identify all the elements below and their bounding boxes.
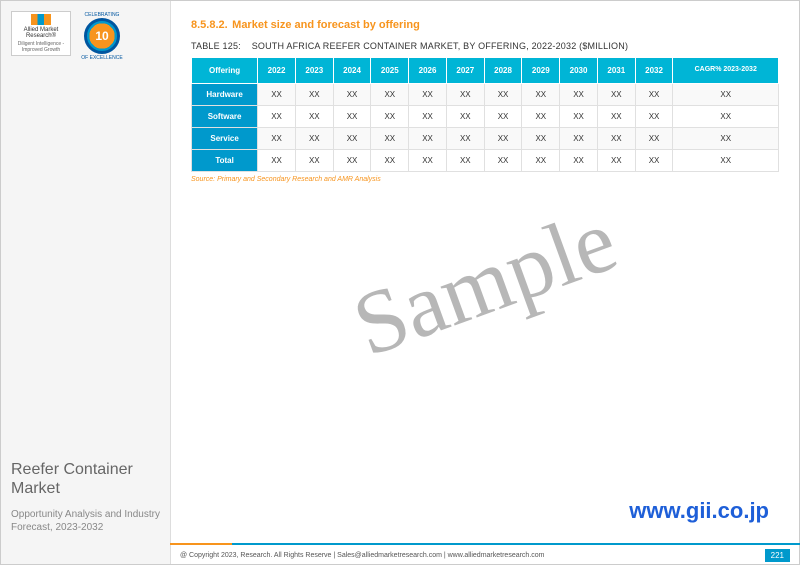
- col-2030: 2030: [560, 58, 598, 84]
- table-cell: XX: [409, 150, 447, 172]
- table-cell: XX: [333, 128, 371, 150]
- table-label: TABLE 125:: [191, 41, 241, 51]
- table-cell: XX: [295, 106, 333, 128]
- table-cell: XX: [446, 150, 484, 172]
- sidebar-meta: Reefer Container Market Opportunity Anal…: [11, 460, 160, 554]
- col-2029: 2029: [522, 58, 560, 84]
- table-header-row: Offering 2022 2023 2024 2025 2026 2027 2…: [192, 58, 779, 84]
- table-cell: XX: [560, 84, 598, 106]
- copyright-text: @ Copyright 2023, Research. All Rights R…: [180, 552, 545, 559]
- table-cell: XX: [484, 106, 522, 128]
- table-cell: XX: [673, 128, 779, 150]
- table-row: SoftwareXXXXXXXXXXXXXXXXXXXXXXXX: [192, 106, 779, 128]
- logo-bars-icon: [31, 14, 51, 25]
- table-cell: XX: [635, 84, 673, 106]
- table-cell: XX: [446, 106, 484, 128]
- table-cell: XX: [295, 128, 333, 150]
- table-cell: XX: [258, 106, 296, 128]
- table-cell: XX: [597, 84, 635, 106]
- row-label: Hardware: [192, 84, 258, 106]
- main-content: 8.5.8.2. Market size and forecast by off…: [171, 1, 799, 564]
- table-cell: XX: [371, 84, 409, 106]
- watermark: Sample: [341, 188, 630, 377]
- table-cell: XX: [446, 84, 484, 106]
- table-cell: XX: [258, 128, 296, 150]
- table-cell: XX: [409, 128, 447, 150]
- table-cell: XX: [446, 128, 484, 150]
- anniversary-badge: CELEBRATING 10 OF EXCELLENCE: [77, 11, 127, 56]
- amr-logo: Allied Market Research® Diligent Intelli…: [11, 11, 71, 56]
- col-2024: 2024: [333, 58, 371, 84]
- table-cell: XX: [635, 150, 673, 172]
- table-cell: XX: [522, 150, 560, 172]
- section-heading: 8.5.8.2. Market size and forecast by off…: [191, 15, 779, 33]
- badge-ribbon-top: CELEBRATING: [77, 12, 127, 18]
- table-cell: XX: [371, 128, 409, 150]
- table-cell: XX: [522, 84, 560, 106]
- table-cell: XX: [333, 150, 371, 172]
- row-label: Service: [192, 128, 258, 150]
- source-note: Source: Primary and Secondary Research a…: [191, 176, 779, 183]
- table-cell: XX: [409, 106, 447, 128]
- table-cell: XX: [371, 150, 409, 172]
- table-cell: XX: [597, 106, 635, 128]
- table-cell: XX: [333, 106, 371, 128]
- col-cagr: CAGR% 2023-2032: [673, 58, 779, 84]
- page-number: 221: [765, 549, 790, 562]
- table-cell: XX: [258, 84, 296, 106]
- col-2031: 2031: [597, 58, 635, 84]
- col-2023: 2023: [295, 58, 333, 84]
- row-label: Software: [192, 106, 258, 128]
- table-cell: XX: [635, 128, 673, 150]
- table-row: TotalXXXXXXXXXXXXXXXXXXXXXXXX: [192, 150, 779, 172]
- data-table: Offering 2022 2023 2024 2025 2026 2027 2…: [191, 57, 779, 172]
- watermark-url: www.gii.co.jp: [629, 498, 769, 524]
- table-cell: XX: [522, 106, 560, 128]
- row-label: Total: [192, 150, 258, 172]
- table-cell: XX: [673, 106, 779, 128]
- table-cell: XX: [673, 150, 779, 172]
- table-cell: XX: [522, 128, 560, 150]
- section-number: 8.5.8.2.: [191, 19, 228, 31]
- col-2026: 2026: [409, 58, 447, 84]
- table-caption: TABLE 125: SOUTH AFRICA REEFER CONTAINER…: [191, 41, 779, 51]
- report-subtitle: Opportunity Analysis and Industry Foreca…: [11, 508, 160, 534]
- table-cell: XX: [295, 84, 333, 106]
- col-2025: 2025: [371, 58, 409, 84]
- col-2027: 2027: [446, 58, 484, 84]
- table-cell: XX: [333, 84, 371, 106]
- table-row: ServiceXXXXXXXXXXXXXXXXXXXXXXXX: [192, 128, 779, 150]
- table-cell: XX: [673, 84, 779, 106]
- table-cell: XX: [560, 106, 598, 128]
- col-2022: 2022: [258, 58, 296, 84]
- table-cell: XX: [484, 128, 522, 150]
- table-cell: XX: [635, 106, 673, 128]
- logo-row: Allied Market Research® Diligent Intelli…: [11, 11, 160, 56]
- table-cell: XX: [597, 128, 635, 150]
- table-cell: XX: [560, 128, 598, 150]
- table-cell: XX: [484, 84, 522, 106]
- table-cell: XX: [409, 84, 447, 106]
- table-cell: XX: [258, 150, 296, 172]
- badge-ribbon-bottom: OF EXCELLENCE: [77, 55, 127, 61]
- page-footer: @ Copyright 2023, Research. All Rights R…: [170, 543, 800, 565]
- col-offering: Offering: [192, 58, 258, 84]
- table-cell: XX: [560, 150, 598, 172]
- col-2028: 2028: [484, 58, 522, 84]
- report-title: Reefer Container Market: [11, 460, 160, 498]
- section-title: Market size and forecast by offering: [232, 19, 420, 31]
- page-container: Allied Market Research® Diligent Intelli…: [0, 0, 800, 565]
- logo-tagline: Diligent Intelligence - Improved Growth: [14, 41, 68, 53]
- sidebar: Allied Market Research® Diligent Intelli…: [1, 1, 171, 564]
- table-cell: XX: [371, 106, 409, 128]
- table-row: HardwareXXXXXXXXXXXXXXXXXXXXXXXX: [192, 84, 779, 106]
- col-2032: 2032: [635, 58, 673, 84]
- table-title: SOUTH AFRICA REEFER CONTAINER MARKET, BY…: [252, 41, 628, 51]
- table-cell: XX: [484, 150, 522, 172]
- table-cell: XX: [295, 150, 333, 172]
- logo-text: Allied Market Research®: [14, 27, 68, 39]
- table-cell: XX: [597, 150, 635, 172]
- badge-circle-icon: 10: [84, 18, 120, 54]
